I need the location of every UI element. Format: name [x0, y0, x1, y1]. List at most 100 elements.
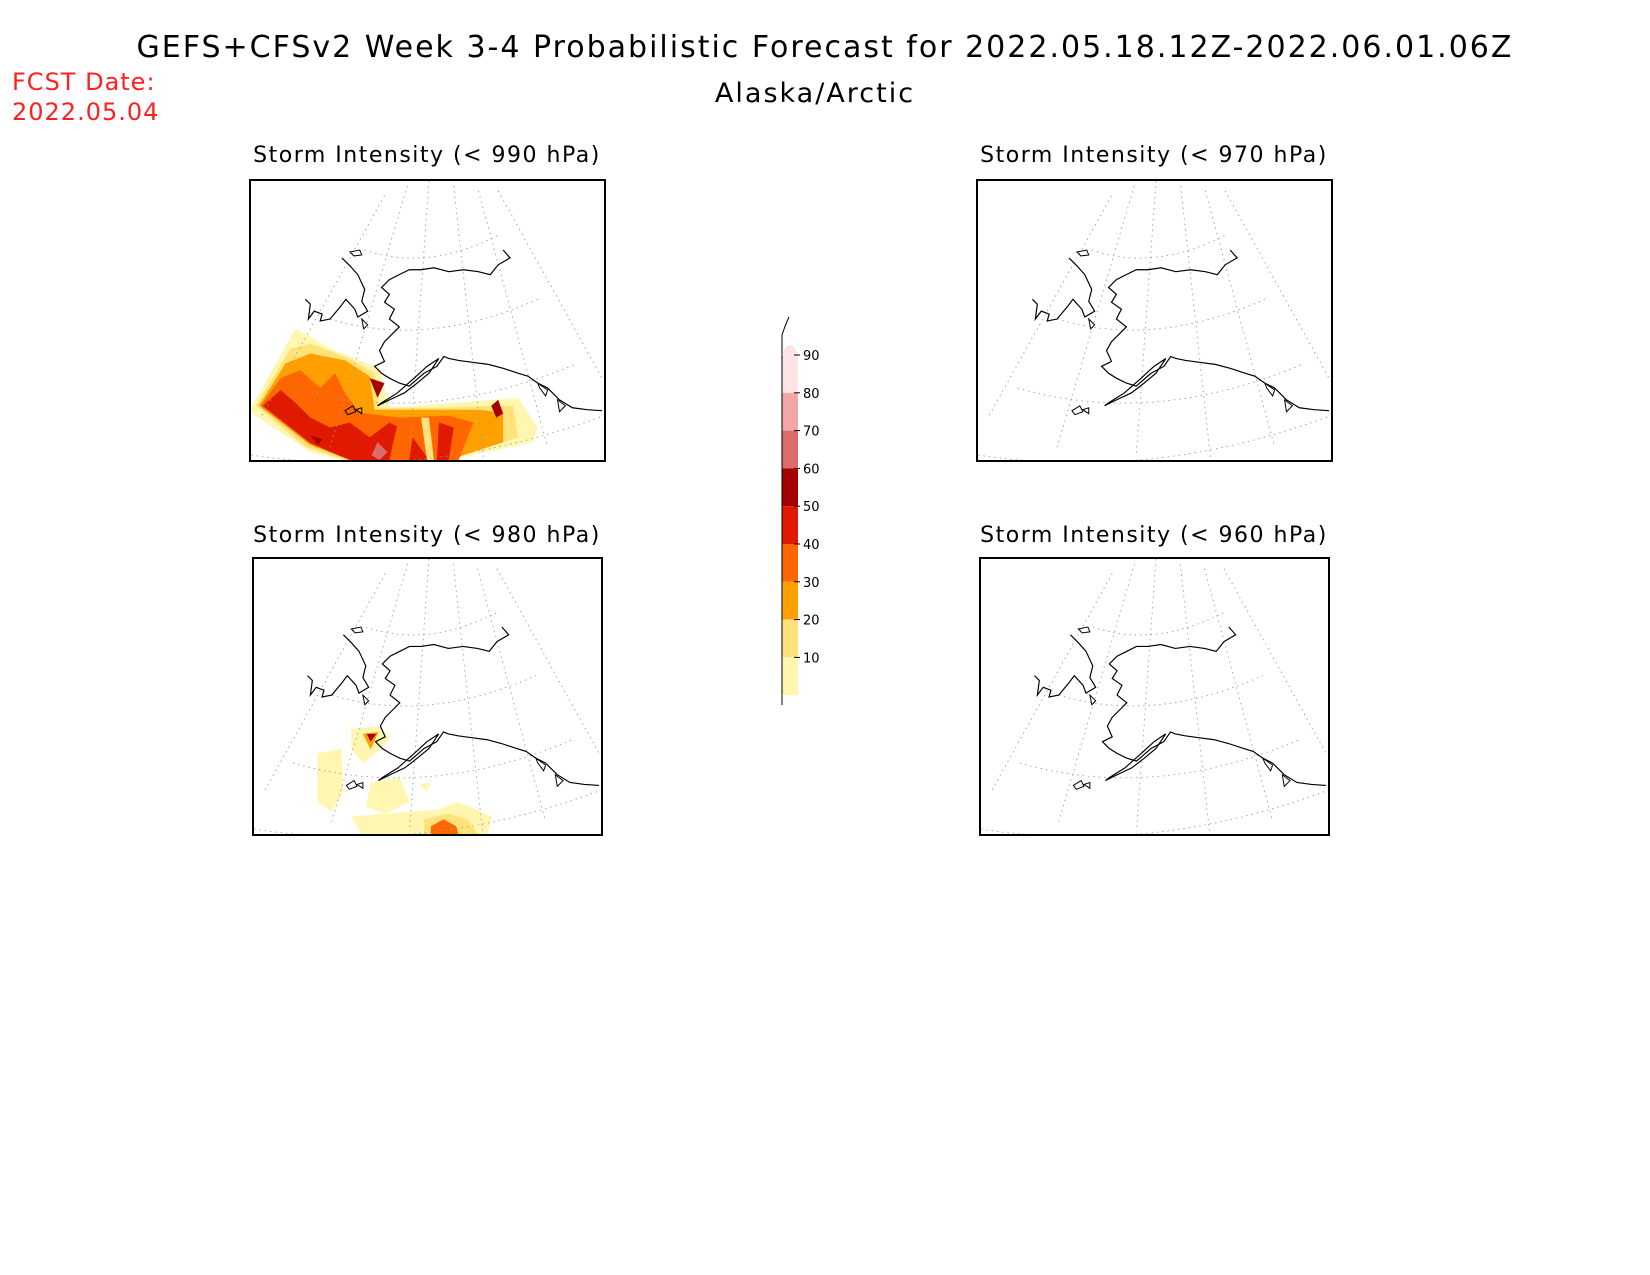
prob-area-10: [317, 748, 344, 812]
prob-area-20: [421, 417, 434, 460]
latlon-grid: [981, 559, 1328, 834]
latlon-grid: [978, 181, 1331, 460]
island: [1089, 693, 1097, 706]
island: [1283, 398, 1294, 413]
colorbar-swatch: [782, 468, 798, 507]
island: [1077, 626, 1091, 634]
alaska-peninsula: [378, 733, 440, 782]
colorbar-swatch: [782, 392, 798, 431]
island: [556, 398, 567, 413]
map-panel-980: [252, 557, 603, 836]
grid-line: [1135, 181, 1157, 458]
colorbar-tick-label: 10: [803, 651, 820, 666]
grid-line: [1136, 559, 1157, 832]
island: [1071, 405, 1084, 416]
island: [344, 405, 357, 416]
grid-line: [453, 185, 484, 458]
island: [1087, 317, 1096, 330]
island: [1261, 756, 1274, 772]
colorbar-swatch: [782, 657, 798, 696]
coastline-alaska: [374, 626, 600, 786]
island: [1082, 781, 1091, 790]
grid-line: [497, 190, 603, 379]
island: [345, 779, 358, 790]
grid-line: [1017, 362, 1305, 404]
island: [1263, 381, 1276, 397]
island: [360, 317, 369, 330]
map-base-p970: [978, 181, 1331, 460]
map-panel-970: [976, 179, 1333, 462]
island: [1072, 779, 1085, 790]
colorbar-swatch: [782, 619, 798, 658]
island: [355, 781, 364, 790]
colorbar-swatch: [782, 355, 798, 393]
grid-line: [331, 563, 408, 822]
latlon-grid: [254, 559, 601, 834]
prob-area-70: [371, 442, 388, 460]
prob-area-10: [365, 777, 410, 814]
island: [1281, 773, 1291, 788]
map-base-p980: [254, 559, 601, 834]
map-panel-960: [979, 557, 1330, 836]
alaska-peninsula: [377, 357, 440, 407]
grid-line: [1091, 234, 1226, 259]
grid-line: [981, 789, 1328, 834]
island: [536, 381, 549, 397]
colorbar-tick-label: 80: [803, 387, 820, 402]
grid-line: [365, 612, 498, 636]
colorbar-bottom-cap: [781, 695, 790, 736]
coastline-alaska: [1100, 249, 1330, 412]
grid-line: [978, 415, 1331, 460]
island: [350, 626, 364, 634]
colorbar-top-cap: [781, 316, 790, 355]
panel-title-980: Storm Intensity (< 980 hPa): [253, 523, 601, 548]
grid-line: [1179, 563, 1210, 832]
grid-line: [1224, 190, 1330, 379]
colorbar-legend: 90 80 70 60 50 40 30 20 10: [770, 315, 840, 736]
alaska-peninsula: [1105, 733, 1167, 782]
grid-line: [990, 573, 1113, 793]
grid-line: [452, 563, 483, 832]
prob-area-10: [419, 782, 431, 793]
grid-line: [477, 568, 547, 822]
island: [1075, 249, 1090, 257]
colorbar-tick-label: 40: [803, 538, 820, 553]
fcst-date-label: FCST Date:: [12, 68, 156, 96]
prob-area-60: [366, 733, 377, 742]
colorbar-swatch: [782, 581, 798, 620]
coastline-western: [307, 634, 370, 698]
prob-area-40: [389, 417, 415, 460]
colorbar-tick-label: 30: [803, 576, 820, 591]
island: [362, 693, 370, 706]
island: [1081, 407, 1090, 415]
map-base-p990: [251, 181, 604, 460]
map-base-p960: [981, 559, 1328, 834]
grid-line: [329, 185, 408, 448]
region-subtitle: Alaska/Arctic: [714, 78, 916, 109]
grid-line: [1204, 568, 1274, 822]
colorbar-tick-label: 20: [803, 614, 820, 629]
coastline-alaska: [373, 249, 603, 412]
island: [534, 756, 547, 772]
panel-title-970: Storm Intensity (< 970 hPa): [980, 143, 1328, 168]
map-panel-990: [249, 179, 606, 462]
colorbar-tick-label: 70: [803, 425, 820, 440]
latlon-grid: [251, 181, 604, 460]
prob-area-40: [430, 819, 459, 834]
prob-area-60: [369, 378, 385, 398]
grid-line: [1058, 563, 1135, 822]
island: [354, 407, 363, 415]
colorbar-tick-label: 50: [803, 500, 820, 515]
colorbar-tick-label: 60: [803, 462, 820, 477]
island: [554, 773, 564, 788]
colorbar-swatch: [782, 506, 798, 544]
grid-line: [496, 568, 600, 754]
grid-line: [1204, 190, 1276, 448]
grid-line: [364, 234, 499, 259]
grid-line: [1019, 738, 1302, 779]
main-title: GEFS+CFSv2 Week 3-4 Probabilistic Foreca…: [136, 30, 1514, 65]
coastline-western: [1034, 634, 1097, 698]
coastline-western: [1031, 257, 1096, 322]
grid-line: [1056, 185, 1135, 448]
coastline-western: [304, 257, 369, 322]
